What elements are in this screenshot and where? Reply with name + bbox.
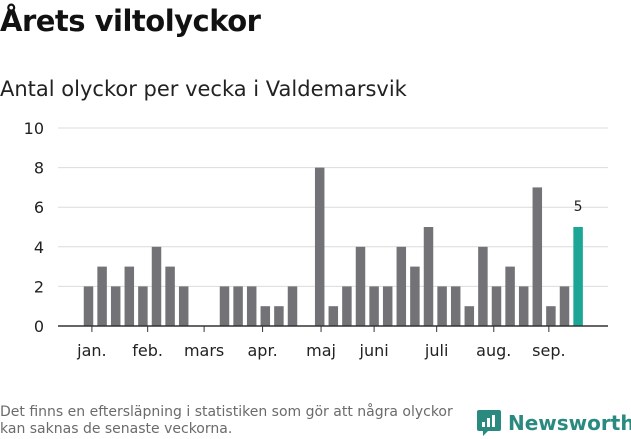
newsworthy-logo-icon	[477, 410, 501, 436]
x-tick-label: sep.	[532, 341, 565, 360]
bar	[518, 286, 529, 326]
data-label: 5	[574, 199, 583, 215]
bar	[532, 187, 543, 326]
x-tick-label: juli	[424, 341, 448, 360]
chart-title: Årets viltolyckor	[0, 4, 261, 38]
bar	[274, 306, 284, 326]
y-tick-label: 6	[34, 198, 44, 217]
x-tick-label: apr.	[248, 341, 278, 360]
bar	[328, 306, 339, 326]
y-tick-label: 10	[24, 119, 44, 138]
chart-subtitle: Antal olyckor per vecka i Valdemarsvik	[0, 77, 407, 101]
bar	[342, 286, 352, 326]
bar-chart: 0 2 4 6 8 10 jan. feb. mars apr. maj juni juli aug. se…	[24, 119, 608, 360]
bar	[260, 306, 271, 326]
bar	[559, 286, 570, 326]
bar	[124, 266, 135, 326]
bar	[464, 306, 475, 326]
bar	[437, 286, 447, 326]
footnote: Det finns en eftersläpning i statistiken…	[0, 404, 453, 437]
x-tick-label: mars	[184, 341, 224, 360]
bar	[246, 286, 257, 326]
x-tick-label: aug.	[476, 341, 511, 360]
bar	[110, 286, 121, 326]
bar	[396, 246, 407, 326]
bar	[491, 286, 502, 326]
x-tick-label: feb.	[132, 341, 163, 360]
bar	[83, 286, 94, 326]
bar	[97, 266, 107, 326]
bar	[410, 266, 420, 326]
bar	[355, 246, 366, 326]
bar-highlight	[573, 227, 583, 326]
bar	[287, 286, 298, 326]
y-tick-label: 2	[34, 277, 44, 296]
x-tick-label: juni	[359, 341, 389, 360]
bar	[219, 286, 230, 326]
bar	[450, 286, 461, 326]
brand-name: Newsworthy	[508, 411, 631, 435]
bar	[505, 266, 515, 326]
bar	[369, 286, 379, 326]
y-tick-label: 4	[34, 238, 44, 257]
bar	[178, 286, 189, 326]
bar	[314, 167, 325, 326]
bar	[546, 306, 556, 326]
newsworthy-logo[interactable]: Newsworthy	[476, 408, 631, 438]
bar	[165, 266, 175, 326]
bar	[478, 246, 488, 326]
bar	[151, 246, 162, 326]
x-tick-label: jan.	[76, 341, 106, 360]
y-tick-label: 0	[34, 317, 44, 336]
bar	[382, 286, 393, 326]
bar	[233, 286, 243, 326]
x-tick-label: maj	[306, 341, 336, 360]
bar	[423, 227, 434, 326]
bar	[138, 286, 148, 326]
y-tick-label: 8	[34, 159, 44, 178]
